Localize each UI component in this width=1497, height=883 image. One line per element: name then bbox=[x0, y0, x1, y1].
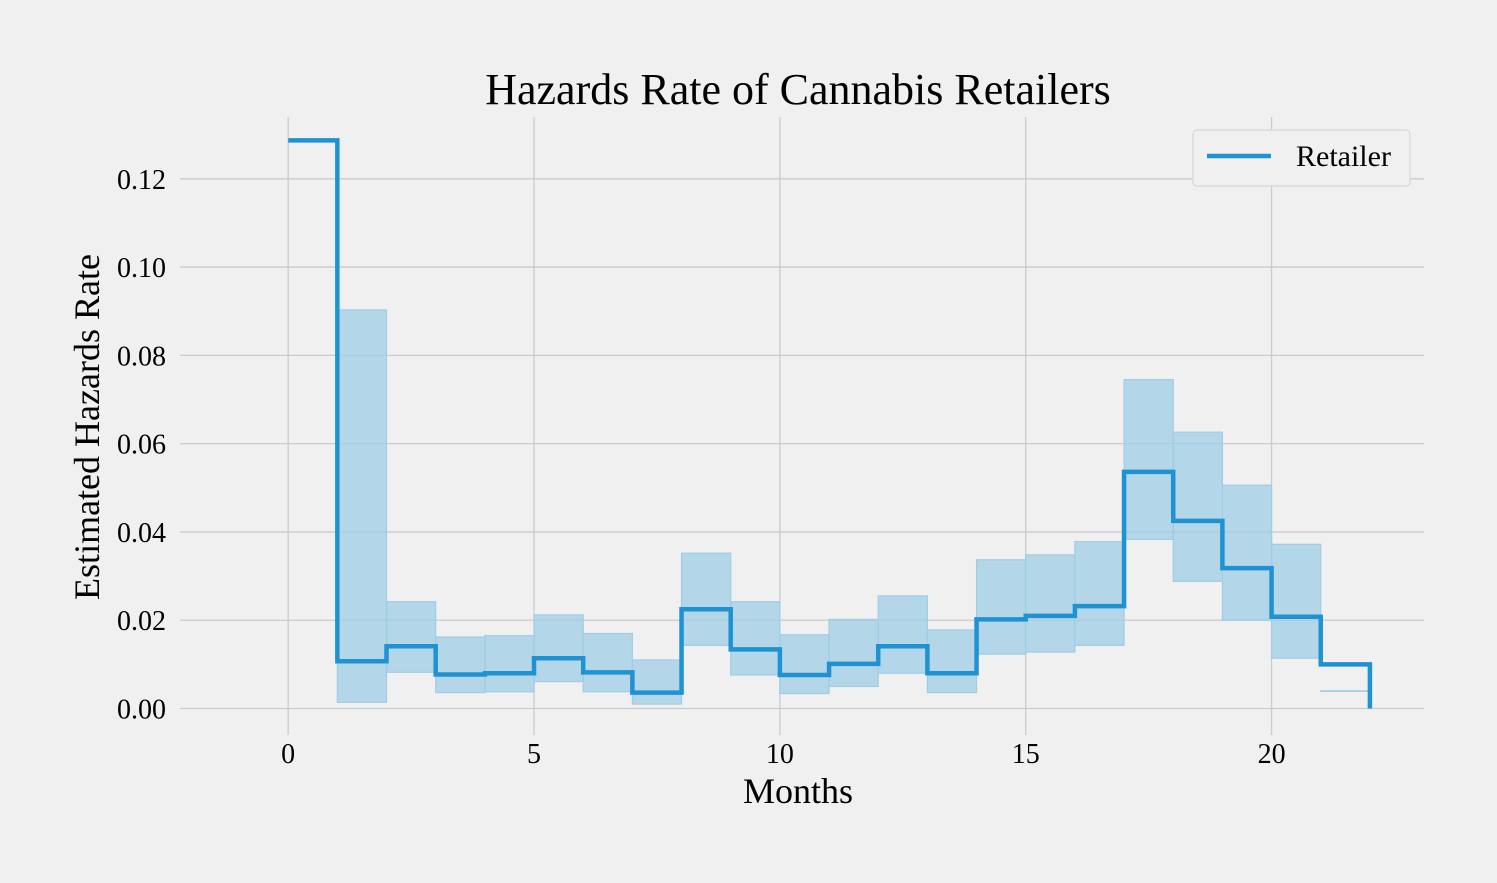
y-tick-label: 0.02 bbox=[117, 606, 166, 637]
x-tick-label: 5 bbox=[527, 739, 541, 770]
series-line-retailer bbox=[288, 138, 1373, 709]
confidence-band-segment bbox=[1270, 543, 1322, 659]
confidence-band-segment bbox=[582, 632, 633, 693]
confidence-band-segment bbox=[533, 614, 584, 683]
confidence-band-segment bbox=[484, 635, 535, 693]
confidence-band-segment bbox=[828, 618, 879, 688]
confidence-band-segment bbox=[1221, 484, 1273, 621]
confidence-band-segment bbox=[435, 636, 486, 694]
y-tick-label: 0.00 bbox=[117, 695, 166, 726]
confidence-band-segment bbox=[1123, 379, 1174, 541]
confidence-bands bbox=[336, 309, 1371, 705]
series-lines bbox=[288, 138, 1373, 709]
confidence-band-segment bbox=[1172, 431, 1224, 582]
x-tick-label: 10 bbox=[766, 739, 794, 770]
legend: Retailer bbox=[1192, 129, 1411, 187]
tick-labels: 0 5 10 15 20 0.00 0.02 0.04 0.06 0.08 0.10 0.12 bbox=[117, 165, 1286, 770]
confidence-band-segment bbox=[926, 629, 978, 694]
legend-box bbox=[1192, 129, 1411, 187]
y-tick-label: 0.08 bbox=[117, 341, 166, 372]
confidence-band-segment bbox=[680, 552, 732, 646]
confidence-band-segment bbox=[1025, 554, 1076, 653]
confidence-band-segment bbox=[877, 595, 928, 674]
confidence-band-segment bbox=[385, 601, 437, 673]
confidence-band-segment bbox=[631, 659, 683, 705]
grid-lines bbox=[180, 117, 1424, 735]
x-tick-label: 0 bbox=[281, 739, 295, 770]
confidence-band-segment bbox=[730, 601, 781, 676]
y-tick-label: 0.04 bbox=[117, 518, 166, 549]
y-tick-label: 0.12 bbox=[117, 165, 166, 196]
chart-title: Hazards Rate of Cannabis Retailers bbox=[485, 65, 1111, 114]
y-tick-label: 0.10 bbox=[117, 253, 166, 284]
x-axis-label: Months bbox=[743, 771, 853, 811]
confidence-band-segment bbox=[1074, 541, 1125, 646]
confidence-band-segment bbox=[975, 559, 1027, 655]
y-axis-label: Estimated Hazards Rate bbox=[67, 254, 107, 600]
confidence-band-segment bbox=[336, 309, 388, 703]
legend-label-retailer: Retailer bbox=[1296, 140, 1391, 173]
x-tick-label: 20 bbox=[1258, 739, 1286, 770]
x-tick-label: 15 bbox=[1012, 739, 1040, 770]
y-tick-label: 0.06 bbox=[117, 430, 166, 461]
confidence-band-segment bbox=[1320, 690, 1371, 692]
confidence-band-segment bbox=[779, 634, 830, 695]
